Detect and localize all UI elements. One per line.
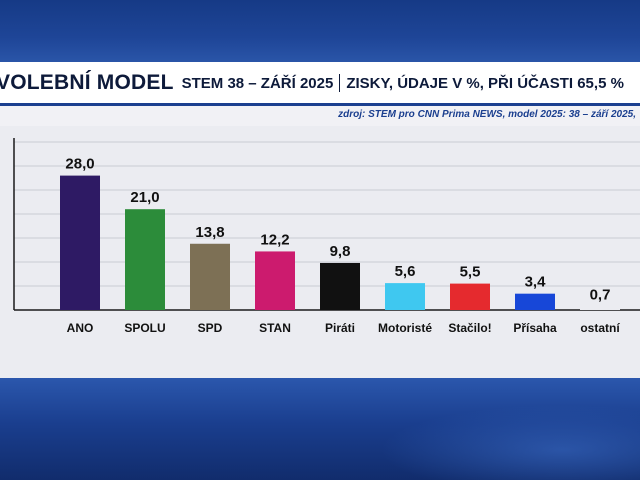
- category-label: ostatní: [580, 321, 620, 335]
- value-label: 0,7: [590, 287, 611, 304]
- category-label: Piráti: [325, 321, 355, 335]
- bar-7: [515, 293, 555, 310]
- bar-8: [580, 306, 620, 310]
- bar-3: [255, 251, 295, 310]
- title-separator: [339, 74, 341, 92]
- title-bar: VOLEBNÍ MODEL STEM 38 – ZÁŘÍ 2025 ZISKY,…: [0, 62, 640, 104]
- bar-4: [320, 262, 360, 310]
- category-label: STAN: [259, 321, 291, 335]
- background-glow: [380, 405, 640, 480]
- value-label: 28,0: [65, 156, 94, 173]
- bar-chart: 28,0 ANO 21,0 SPOLU 13,8 SPD 12,2 STAN 9,8 Piráti…: [13, 138, 640, 335]
- bar-2: [190, 243, 230, 310]
- bar-1: [125, 209, 165, 310]
- value-label: 5,5: [460, 264, 481, 281]
- value-label: 12,2: [260, 231, 289, 248]
- value-label: 3,4: [525, 274, 547, 291]
- bar-5: [385, 283, 425, 310]
- value-label: 21,0: [130, 189, 159, 206]
- background-top: [0, 0, 640, 62]
- category-label: Stačilo!: [448, 321, 491, 335]
- value-label: 13,8: [195, 224, 224, 241]
- bar-6: [450, 283, 490, 310]
- value-label: 5,6: [395, 263, 416, 280]
- title-underline: [0, 103, 640, 106]
- category-label: SPOLU: [124, 321, 165, 335]
- category-label: Motoristé: [378, 321, 432, 335]
- bar-0: [60, 175, 100, 310]
- category-label: Přísaha: [513, 321, 557, 335]
- page-title: VOLEBNÍ MODEL: [0, 71, 174, 94]
- value-label: 9,8: [330, 243, 351, 260]
- category-label: SPD: [198, 321, 223, 335]
- source-bar: zdroj: STEM pro CNN Prima NEWS, model 20…: [0, 106, 640, 126]
- category-label: ANO: [67, 321, 94, 335]
- poll-details: ZISKY, ÚDAJE V %, PŘI ÚČASTI 65,5 %: [346, 74, 624, 92]
- chart-panel: [0, 126, 640, 378]
- poll-subtitle: STEM 38 – ZÁŘÍ 2025: [181, 74, 334, 92]
- source-note: zdroj: STEM pro CNN Prima NEWS, model 20…: [338, 109, 636, 120]
